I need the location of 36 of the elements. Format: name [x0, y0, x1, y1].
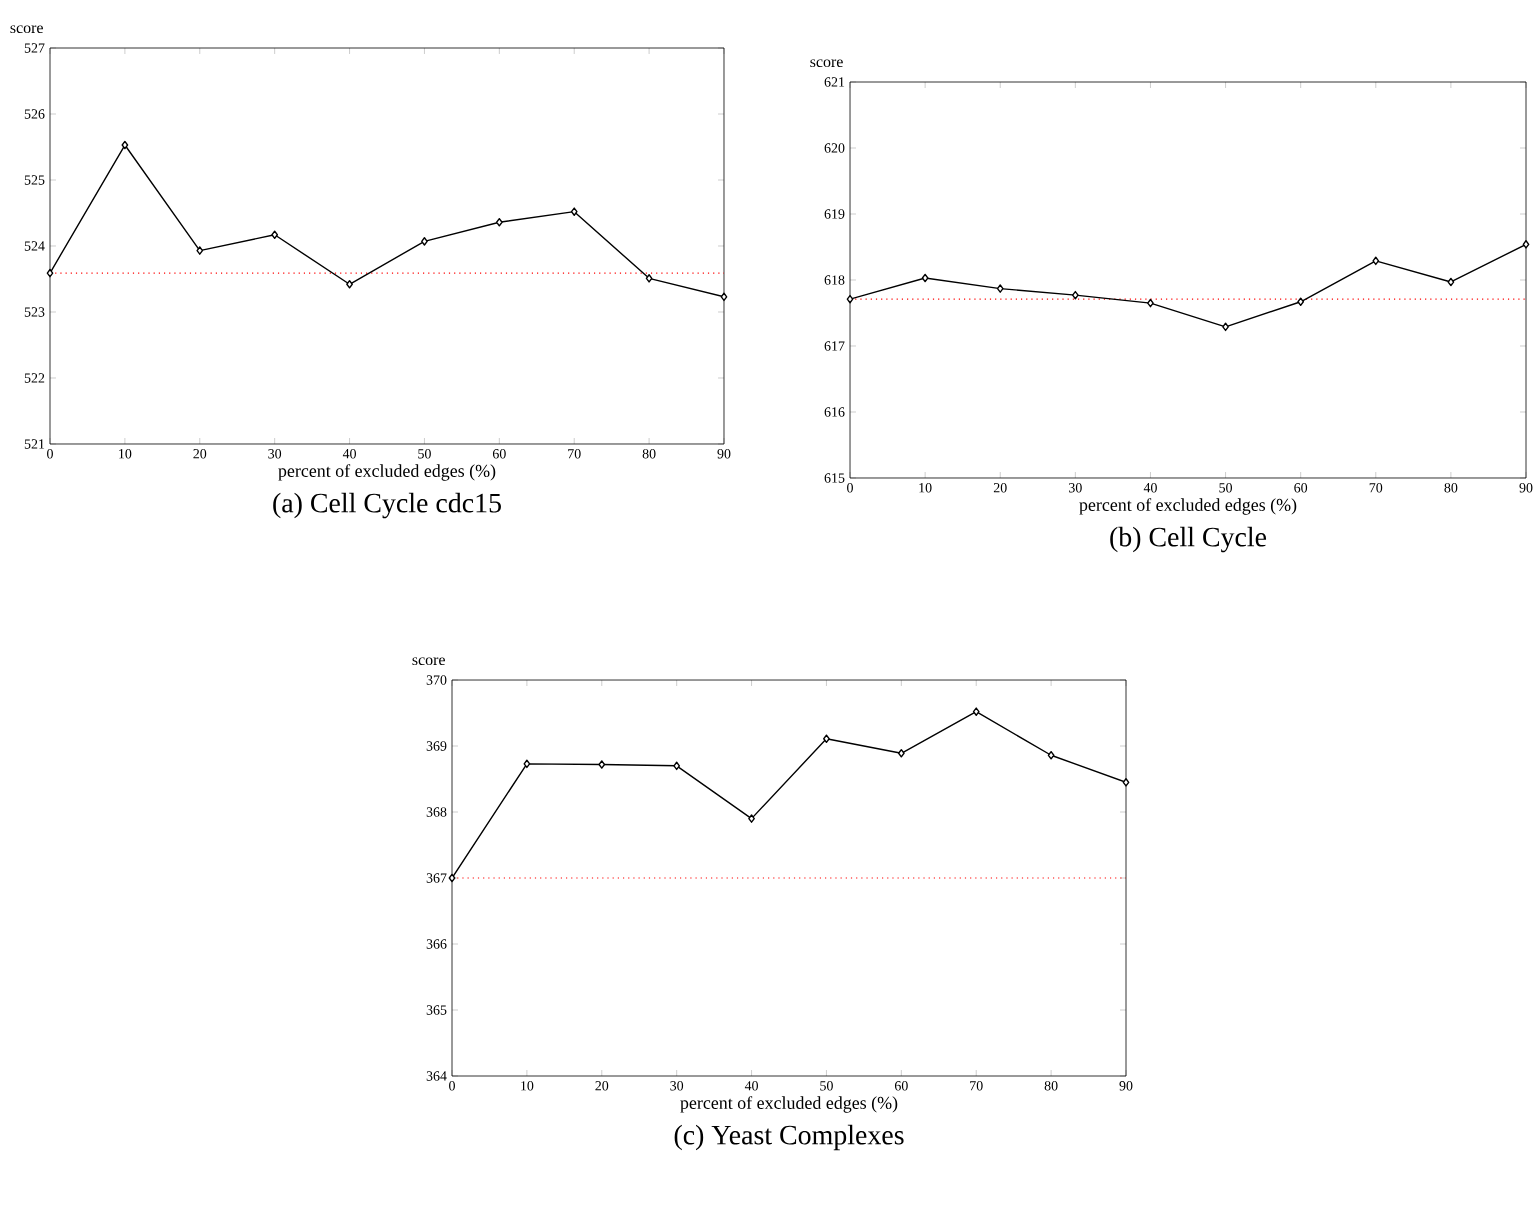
point: [598, 760, 606, 769]
text: (b) Cell Cycle: [1110, 526, 1267, 553]
point: [495, 217, 503, 227]
x-axis-title: percent of excluded edges (%): [278, 464, 496, 481]
point: [196, 246, 204, 255]
point: [720, 292, 728, 302]
point: [823, 734, 830, 744]
point: [972, 707, 980, 716]
x-axis-title: percent of excluded edges (%): [680, 1096, 898, 1113]
point: [448, 873, 456, 883]
point: [748, 814, 755, 823]
point: [673, 761, 681, 771]
point: [1522, 240, 1530, 249]
point: [921, 273, 929, 283]
point: [1071, 290, 1079, 300]
point: [996, 284, 1004, 293]
point: [46, 268, 54, 278]
point: [421, 237, 428, 246]
point: [570, 207, 578, 216]
point: [346, 279, 353, 289]
point: [1372, 256, 1380, 266]
x-axis-title: percent of excluded edges (%): [1079, 498, 1297, 515]
point: [645, 274, 653, 283]
point: [271, 230, 279, 240]
point: [523, 759, 531, 769]
point: [1122, 778, 1130, 787]
text: (a) Cell Cycle cdc15: [273, 492, 501, 519]
point: [846, 294, 854, 304]
point: [1447, 277, 1455, 287]
point: [121, 140, 129, 150]
point: [897, 748, 905, 758]
point: [1047, 750, 1055, 760]
point: [1147, 298, 1154, 308]
point: [1297, 297, 1305, 307]
point: [1222, 322, 1229, 332]
text: (c) Yeast Complexes: [674, 1124, 904, 1151]
